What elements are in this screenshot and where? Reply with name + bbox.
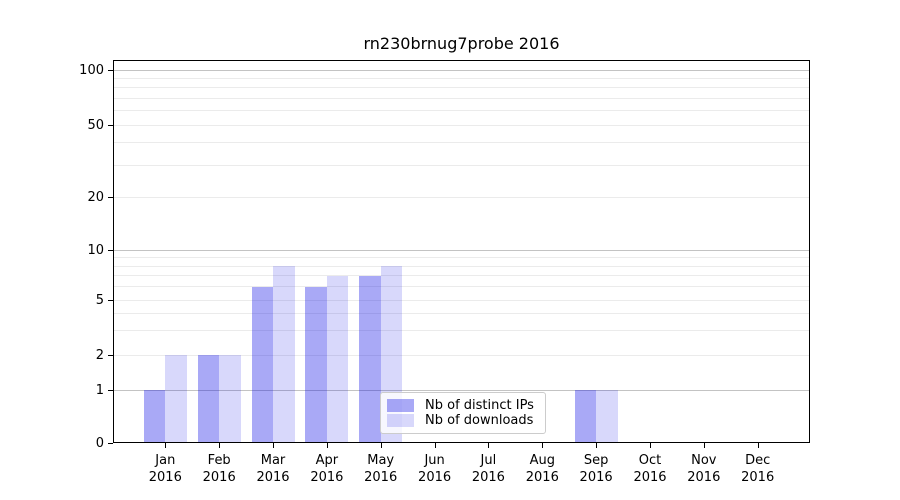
x-tick-mark [542,443,544,448]
bar-sep-downloads [596,390,618,443]
legend-label-distinct-ips: Nb of distinct IPs [425,398,534,413]
y-tick-label: 2 [95,347,104,363]
gridline-minor [114,313,809,314]
x-tick-label-oct: Oct 2016 [633,453,667,485]
x-tick-label-dec: Dec 2016 [741,453,775,485]
bar-apr-downloads [326,275,349,443]
bar-apr-distinct-ips [305,286,327,443]
gridline-minor [114,330,809,331]
legend-entry-distinct-ips: Nb of distinct IPs [387,398,537,413]
x-tick-mark [596,443,598,448]
x-tick-mark [219,443,221,448]
y-tick-mark [108,300,113,301]
bar-jan-distinct-ips [143,390,166,443]
gridline-minor [114,257,809,258]
x-tick-mark [434,443,436,448]
plot-area [113,60,810,443]
y-tick-mark [108,70,113,71]
x-tick-mark [273,443,274,448]
gridline-major [114,390,809,391]
x-tick-label-nov: Nov 2016 [687,453,721,485]
bar-mar-downloads [273,266,295,443]
x-tick-label-sep: Sep 2016 [579,453,613,485]
y-tick-mark [108,355,113,356]
x-tick-mark [326,443,328,448]
y-tick-mark [108,250,113,251]
y-tick-label: 100 [79,62,104,78]
gridline-major [114,250,809,251]
gridline-minor [114,300,809,301]
gridline-major [114,70,809,71]
x-tick-label-jul: Jul 2016 [471,453,505,485]
y-tick-label: 10 [87,242,104,258]
bar-mar-distinct-ips [251,286,273,443]
gridline-minor [114,98,809,99]
chart-title: rn230brnug7probe 2016 [363,34,560,53]
gridline-minor [114,286,809,287]
bar-sep-distinct-ips [574,390,597,443]
x-tick-mark [165,443,167,448]
y-tick-label: 1 [95,382,104,398]
gridline-minor [114,142,809,143]
y-tick-label: 0 [95,435,104,451]
legend-label-downloads: Nb of downloads [425,413,534,428]
gridline-minor [114,87,809,88]
x-tick-label-may: May 2016 [364,453,398,485]
bar-may-distinct-ips [359,275,381,443]
y-tick-mark [108,197,113,198]
gridline-minor [114,110,809,111]
legend-swatch-downloads [387,414,414,427]
x-tick-label-jun: Jun 2016 [418,453,452,485]
legend-swatch-distinct-ips [387,399,414,412]
bar-feb-downloads [219,355,241,443]
bar-feb-distinct-ips [197,355,220,443]
x-tick-mark [380,443,382,448]
x-tick-label-feb: Feb 2016 [202,453,236,485]
x-tick-mark [703,443,705,448]
bar-jan-downloads [165,355,187,443]
gridline-minor [114,78,809,79]
gridline-minor [114,275,809,276]
x-tick-label-aug: Aug 2016 [525,453,559,485]
gridline-minor [114,266,809,267]
gridline-minor [114,355,809,356]
y-tick-label: 20 [87,189,104,205]
legend-entry-downloads: Nb of downloads [387,413,537,428]
y-tick-label: 5 [95,292,104,308]
x-tick-mark [650,443,651,448]
y-tick-label: 50 [87,117,104,133]
y-tick-mark [108,125,113,126]
x-tick-mark [757,443,759,448]
gridline-minor [114,165,809,166]
legend: Nb of distinct IPs Nb of downloads [380,392,546,434]
y-tick-mark [108,390,113,391]
x-tick-label-apr: Apr 2016 [310,453,344,485]
x-tick-label-mar: Mar 2016 [256,453,290,485]
gridline-minor [114,125,809,126]
x-tick-mark [488,443,490,448]
gridline-minor [114,197,809,198]
x-tick-label-jan: Jan 2016 [148,453,182,485]
y-tick-mark [108,443,113,444]
